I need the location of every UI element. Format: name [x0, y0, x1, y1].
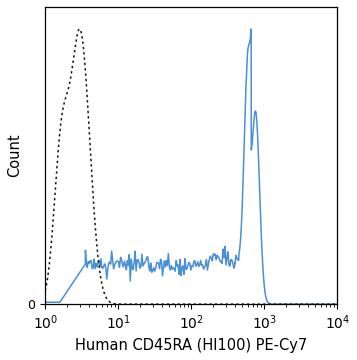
Y-axis label: Count: Count	[7, 134, 22, 177]
X-axis label: Human CD45RA (HI100) PE-Cy7: Human CD45RA (HI100) PE-Cy7	[75, 338, 307, 353]
